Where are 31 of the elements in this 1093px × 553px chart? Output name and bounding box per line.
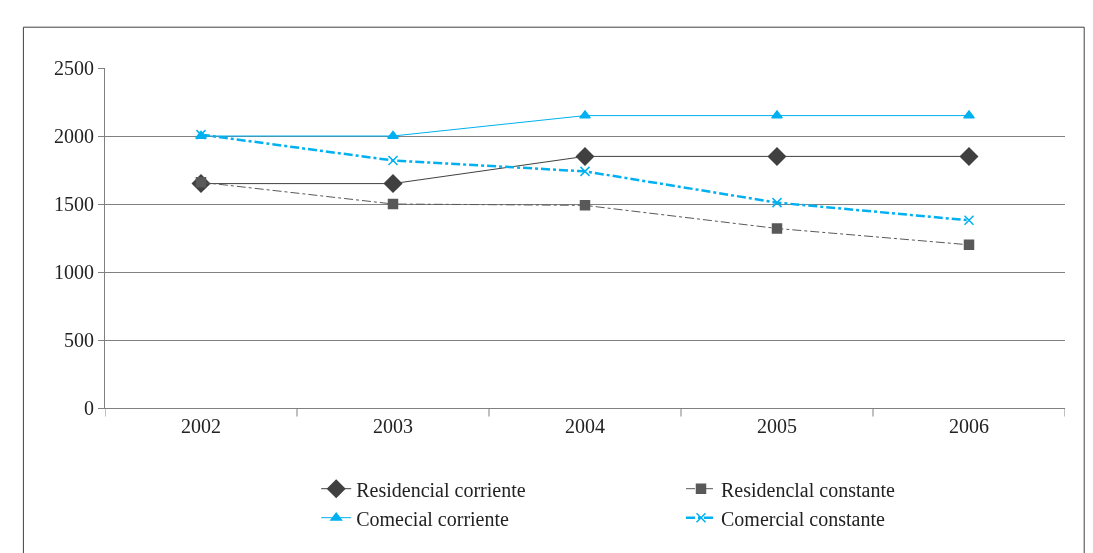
x-tick-label: 2002 (181, 415, 221, 437)
x-tick-label: 2006 (949, 415, 989, 437)
point (959, 147, 979, 166)
point (963, 239, 975, 251)
point (963, 110, 975, 119)
legend-label: Residenclal constante (721, 478, 895, 501)
y-tick-label: 2500 (54, 57, 94, 79)
point (579, 200, 591, 211)
legend-label: Comecial corriente (356, 507, 510, 530)
y-tick-label: 0 (84, 397, 94, 419)
y-tick-label: 1500 (54, 193, 94, 215)
point (579, 166, 591, 177)
legend-label: Comercial constante (721, 507, 885, 530)
y-tick-label: 1000 (54, 261, 94, 283)
point (579, 110, 591, 119)
x-tick-label: 2003 (373, 415, 413, 437)
y-tick-label: 2000 (54, 125, 94, 147)
point (387, 155, 399, 166)
y-tick-label: 500 (64, 329, 94, 351)
point (387, 198, 399, 210)
x-tick-label: 2004 (565, 415, 605, 437)
point (771, 223, 783, 234)
point (963, 215, 975, 226)
point (387, 130, 399, 139)
point (383, 174, 403, 193)
point (575, 147, 595, 166)
point (771, 197, 783, 208)
point (767, 147, 787, 166)
x-tick-label: 2005 (757, 415, 797, 437)
legend-label: Residencial corriente (356, 478, 526, 501)
point (771, 110, 783, 119)
